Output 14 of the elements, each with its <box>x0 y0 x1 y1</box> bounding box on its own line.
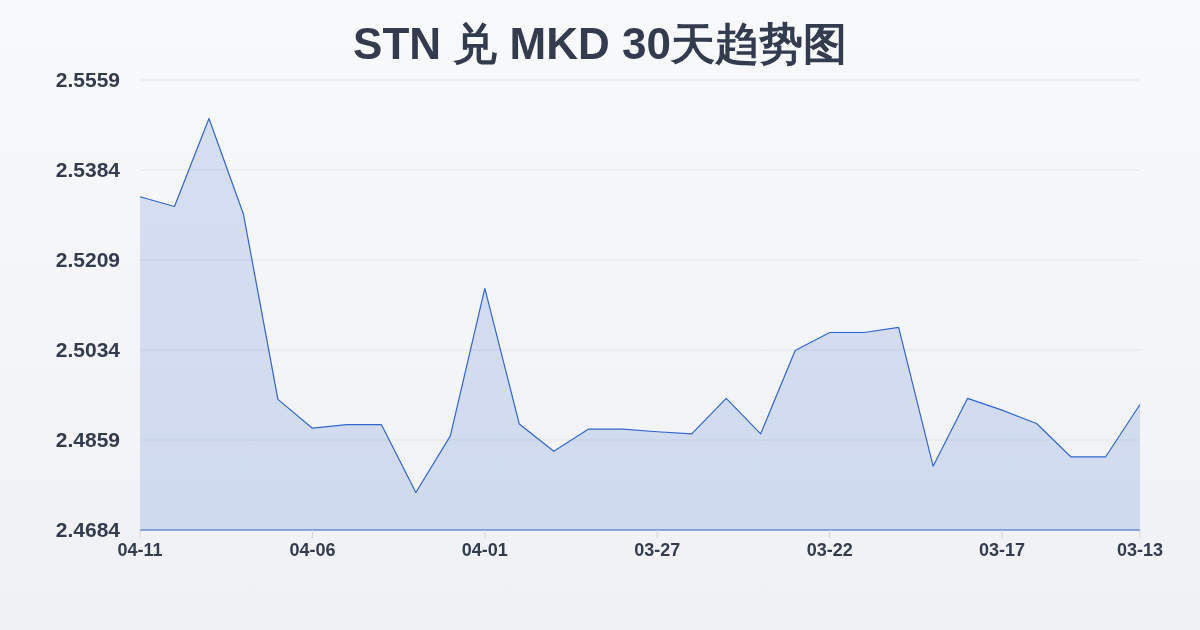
chart-title: STN 兑 MKD 30天趋势图 <box>353 19 847 68</box>
x-tick-label: 03-13 <box>1116 540 1164 560</box>
x-tick-label: 03-27 <box>634 540 681 560</box>
x-tick-label: 03-22 <box>806 540 853 560</box>
y-tick-label: 2.5384 <box>55 158 121 182</box>
x-tick-label: 04-01 <box>461 540 508 560</box>
y-tick-label: 2.5034 <box>55 338 121 362</box>
x-tick-label: 03-17 <box>979 540 1026 560</box>
y-tick-label: 2.4684 <box>55 518 121 542</box>
y-tick-label: 2.5209 <box>55 248 120 272</box>
x-tick-label: 04-11 <box>117 540 163 560</box>
x-tick-label: 04-06 <box>289 540 336 560</box>
y-tick-label: 2.5559 <box>55 68 120 92</box>
y-tick-label: 2.4859 <box>55 428 120 452</box>
